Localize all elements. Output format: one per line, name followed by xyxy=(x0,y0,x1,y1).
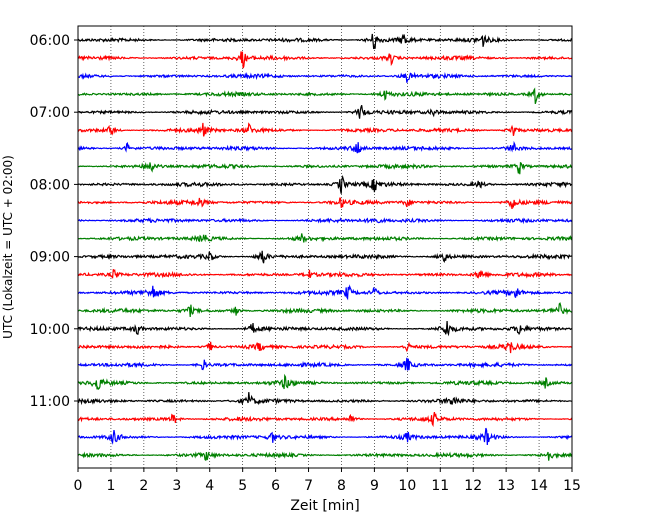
x-tick-label: 5 xyxy=(238,478,247,494)
trace-0745 xyxy=(77,161,573,175)
x-tick-label: 1 xyxy=(106,478,115,494)
x-tick-label: 4 xyxy=(205,478,214,494)
x-tick-label: 2 xyxy=(139,478,148,494)
x-tick-label: 11 xyxy=(431,478,449,494)
x-tick-label: 13 xyxy=(497,478,515,494)
x-tick-label: 6 xyxy=(271,478,280,494)
trace-1015 xyxy=(77,341,573,354)
trace-0615 xyxy=(77,51,573,69)
trace-0815 xyxy=(77,197,573,209)
x-tick-label: 0 xyxy=(74,478,83,494)
trace-0830 xyxy=(77,217,573,225)
trace-1130 xyxy=(77,427,573,446)
trace-0630 xyxy=(77,71,573,83)
y-tick-label: 11:00 xyxy=(30,394,70,410)
trace-0600 xyxy=(77,33,573,50)
trace-1030 xyxy=(77,357,573,371)
x-axis-ticks: 0 1 2 3 4 5 6 7 8 9 10 11 12 13 14 15 xyxy=(74,468,581,494)
trace-0915 xyxy=(77,269,573,279)
y-axis-label: UTC (Lokalzeit = UTC + 02:00) xyxy=(1,155,15,339)
plot-frame xyxy=(77,25,573,469)
trace-1100 xyxy=(77,392,573,406)
x-tick-label: 3 xyxy=(172,478,181,494)
trace-1115 xyxy=(77,412,573,428)
trace-0845 xyxy=(77,233,573,243)
x-tick-label: 12 xyxy=(464,478,482,494)
trace-1145 xyxy=(77,451,573,462)
y-axis-ticks: 06:00 07:00 08:00 09:00 10:00 11:00 xyxy=(30,33,78,410)
trace-0730 xyxy=(77,140,573,154)
trace-0645 xyxy=(77,87,573,105)
x-tick-label: 15 xyxy=(563,478,581,494)
trace-0900 xyxy=(77,250,573,264)
y-tick-label: 07:00 xyxy=(30,105,70,121)
trace-0930 xyxy=(77,284,573,301)
trace-1000 xyxy=(77,320,573,337)
trace-0700 xyxy=(77,104,573,119)
x-tick-label: 7 xyxy=(304,478,313,494)
trace-0715 xyxy=(77,122,573,137)
y-tick-label: 10:00 xyxy=(30,322,70,338)
trace-0945 xyxy=(78,302,573,317)
y-tick-label: 09:00 xyxy=(30,250,70,266)
x-tick-label: 9 xyxy=(370,478,379,494)
x-axis-label: Zeit [min] xyxy=(290,498,359,514)
trace-1045 xyxy=(77,373,573,391)
x-tick-label: 14 xyxy=(530,478,548,494)
y-tick-label: 06:00 xyxy=(30,33,70,49)
x-tick-label: 10 xyxy=(398,478,416,494)
traces xyxy=(77,33,573,462)
trace-0800 xyxy=(77,174,573,194)
x-tick-label: 8 xyxy=(337,478,346,494)
plot-area xyxy=(78,26,572,468)
y-tick-label: 08:00 xyxy=(30,177,70,193)
